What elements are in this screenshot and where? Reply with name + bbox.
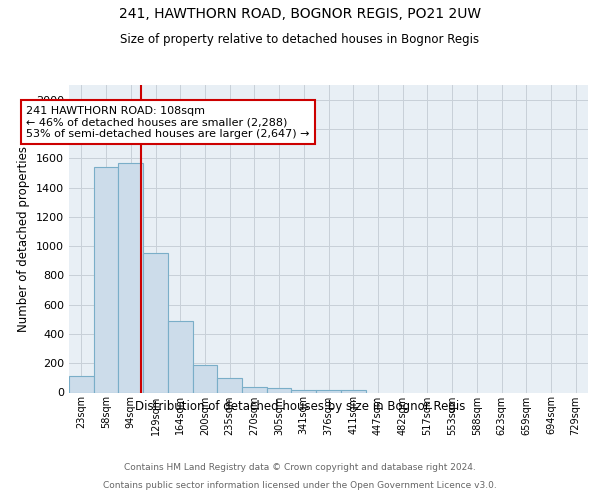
Text: 241 HAWTHORN ROAD: 108sqm
← 46% of detached houses are smaller (2,288)
53% of se: 241 HAWTHORN ROAD: 108sqm ← 46% of detac… (26, 106, 310, 138)
Bar (316, 390, 341, 392)
Bar (118, 162, 143, 392)
Text: Contains public sector information licensed under the Open Government Licence v3: Contains public sector information licen… (103, 481, 497, 490)
Bar (193, 364, 217, 392)
Bar (168, 321, 193, 392)
Text: Contains HM Land Registry data © Crown copyright and database right 2024.: Contains HM Land Registry data © Crown c… (124, 462, 476, 471)
Text: Distribution of detached houses by size in Bognor Regis: Distribution of detached houses by size … (135, 400, 465, 413)
Bar (341, 390, 365, 392)
Bar (217, 378, 242, 392)
Text: Size of property relative to detached houses in Bognor Regis: Size of property relative to detached ho… (121, 32, 479, 46)
Y-axis label: Number of detached properties: Number of detached properties (17, 146, 31, 332)
Bar (242, 386, 267, 392)
Bar (94, 167, 118, 392)
Bar (69, 376, 94, 392)
Bar (267, 388, 292, 392)
Bar (292, 390, 316, 392)
Text: 241, HAWTHORN ROAD, BOGNOR REGIS, PO21 2UW: 241, HAWTHORN ROAD, BOGNOR REGIS, PO21 2… (119, 8, 481, 22)
Bar (143, 254, 168, 392)
